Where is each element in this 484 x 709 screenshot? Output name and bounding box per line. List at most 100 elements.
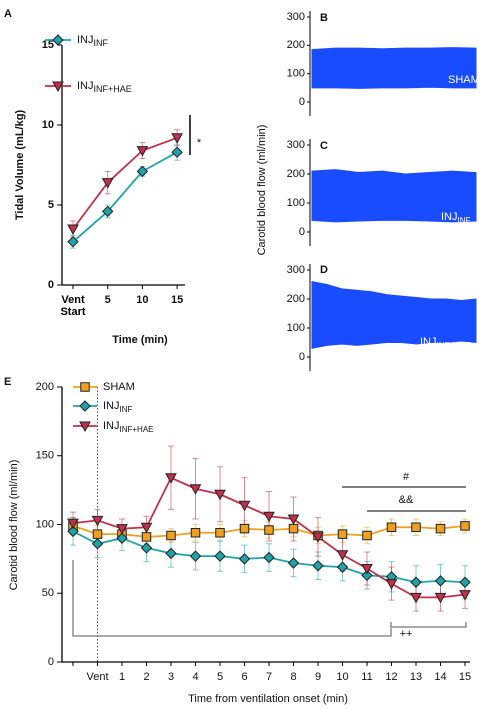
series-line [72,151,178,243]
y-tick-label: 15 [42,39,54,51]
flow-trace [311,280,477,349]
y-tick-label: 200 [287,293,305,305]
x-axis-label: Time (min) [112,334,168,346]
marker [337,529,348,539]
marker [410,592,422,604]
legend-label: INJINF [103,400,133,414]
trace-label-sub: INF+HAE [437,341,471,350]
marker [166,530,176,541]
panel-letter: B [320,12,328,24]
legend-label-main: INJ [103,400,120,412]
marker [67,224,79,236]
x-tick-label: 5 [217,671,223,683]
marker [67,236,79,248]
x-tick-label: 9 [315,671,321,683]
marker [141,532,152,542]
marker [79,421,91,433]
y-tick-label: 200 [287,168,305,180]
y-tick-label: 100 [287,197,305,209]
marker [215,528,225,538]
x-tick-label: 4 [192,671,198,683]
marker [288,523,299,534]
trace-label-main: SHAM [448,74,480,86]
marker [264,525,274,535]
x-tick-label: 7 [266,671,272,683]
panel-letter: C [320,140,328,152]
x-tick-label: 13 [410,671,422,683]
marker [459,576,471,588]
panel-letter: A [4,8,12,20]
marker [91,515,104,527]
trace-label: INJINF+HAE [420,336,471,350]
x-tick-label: Vent [86,671,108,683]
marker [287,557,300,569]
x-tick-label: 15 [459,671,471,683]
marker [263,551,275,564]
y-tick-label: 100 [287,68,305,80]
marker [91,538,104,550]
y-tick-label: 300 [287,264,305,276]
sig-bracket [72,560,392,637]
x-tick-label: 1 [119,671,125,683]
y-tick-label: 10 [42,119,54,131]
marker [189,550,202,562]
marker [165,473,177,484]
marker [136,165,149,178]
legend-label-sub: INF [94,38,109,48]
marker [434,575,447,587]
trace-label-main: INJ [420,336,437,348]
x-tick-label: 10 [136,294,148,306]
y-axis-label: Carotid blood flow (ml/min) [8,460,20,591]
legend-label-sub: INF [120,405,133,414]
marker [140,522,153,534]
x-tick-label: 14 [434,671,446,683]
marker [101,178,114,189]
marker [336,561,349,573]
y-axis-label: Carotid blood flow (ml/min) [256,125,268,256]
y-tick-label: 0 [48,656,54,668]
marker [312,532,324,543]
x-tick-label: 5 [105,294,111,306]
marker [171,146,183,158]
marker [336,550,349,561]
marker [67,518,79,530]
marker [238,500,251,512]
marker [362,530,372,541]
marker [263,511,275,523]
marker [189,484,202,495]
x-tick-label: 15 [171,294,183,306]
panel-letter: D [320,264,328,276]
legend-label: INJINF [77,34,109,48]
y-tick-label: 0 [48,279,54,291]
marker [434,592,447,604]
marker [238,553,251,565]
marker [171,133,183,144]
annotation: ++ [400,628,413,640]
marker [140,542,153,554]
marker [101,205,114,218]
series-line [72,136,178,230]
y-axis-label: Tidal Volume (mL/kg) [14,110,26,221]
legend-label-sub: INF+HAE [120,425,154,434]
y-tick-label: 300 [287,139,305,151]
marker [116,524,128,535]
marker [52,81,64,93]
marker [116,532,128,544]
x-tick-label: 6 [241,671,247,683]
x-tick-label: 10 [336,671,348,683]
marker [214,550,226,562]
marker [214,489,226,501]
legend-label-main: SHAM [103,381,135,393]
marker [435,523,446,534]
x-tick-label: 3 [168,671,174,683]
x-tick-label: 11 [361,671,372,683]
y-tick-label: 200 [36,381,54,393]
y-tick-label: 5 [48,199,54,211]
marker [411,522,421,532]
marker [460,521,470,531]
y-tick-label: 200 [287,39,305,51]
annotation: * [197,137,202,149]
x-tick-label: 12 [385,671,397,683]
